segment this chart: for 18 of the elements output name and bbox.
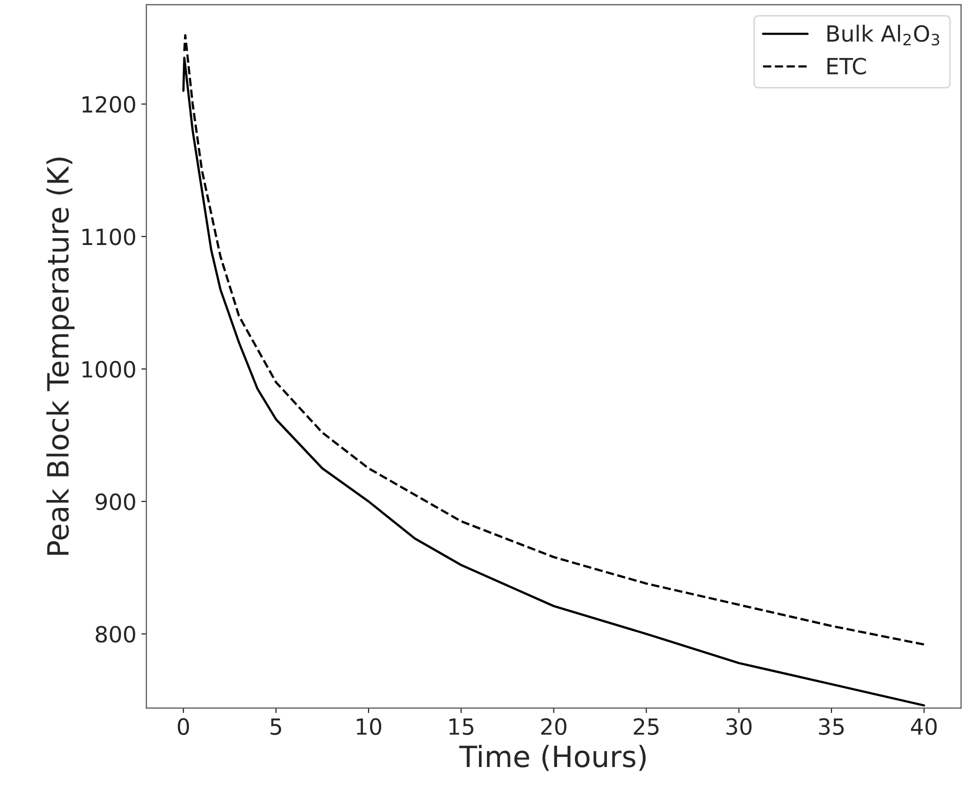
y-tick-label: 1100 [82, 228, 136, 246]
y-axis-title: Peak Block Temperature (K) [46, 158, 75, 555]
y-tick-label: 1000 [82, 360, 136, 378]
x-tick-label: 10 [356, 718, 382, 735]
x-tick-label: 30 [726, 718, 752, 735]
x-tick-label: 15 [449, 718, 474, 735]
y-tick-label: 1200 [82, 96, 136, 113]
x-axis-title: Time (Hours) [459, 744, 646, 771]
legend-label: Bulk Al$_{2}$O$_{3}$ [827, 24, 940, 46]
x-tick-label: 25 [634, 718, 658, 735]
x-tick-label: 5 [270, 718, 282, 735]
y-tick-label: 900 [96, 493, 136, 510]
x-tick-label: 40 [910, 718, 937, 735]
legend-label: ETC [827, 58, 866, 75]
x-tick-label: 0 [178, 718, 189, 735]
y-tick-label: 800 [96, 626, 136, 643]
x-tick-label: 35 [819, 718, 844, 735]
x-tick-label: 20 [541, 718, 566, 735]
